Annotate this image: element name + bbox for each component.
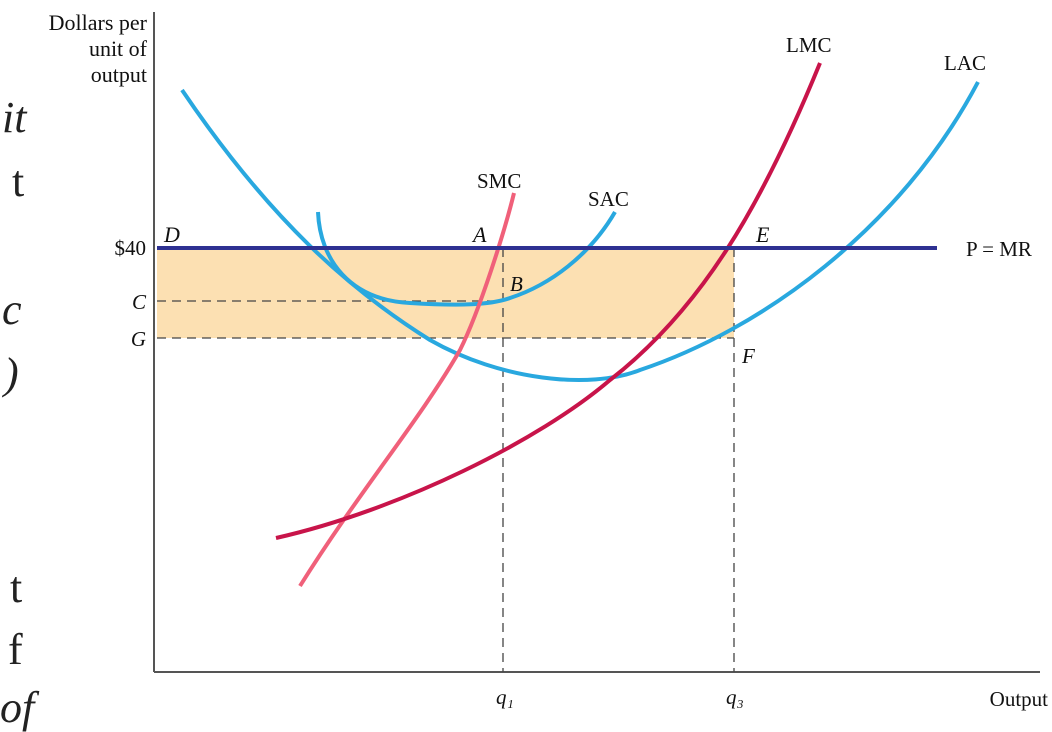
tick-label-g: G: [131, 327, 146, 351]
diagram-stage: it t c ) t f of Dollars per unit of outp…: [0, 10, 1049, 730]
smc-curve: [298, 192, 516, 588]
cost-curves-diagram: $40 C G D A E B F SMC SAC LMC LAC P = MR…: [115, 12, 1049, 711]
slide-fragment-5: t: [10, 563, 23, 612]
tick-label-c: C: [132, 290, 147, 314]
y-axis-label-line: Dollars per: [48, 10, 147, 35]
y-axis-label-line: unit of: [88, 35, 147, 61]
sac-curve: [316, 210, 617, 307]
y-axis-label-line: output: [90, 61, 147, 87]
curve-label-sac: SAC: [588, 187, 629, 211]
curve-label-smc: SMC: [477, 169, 521, 193]
lmc-curve: [275, 62, 822, 540]
point-label-b: B: [510, 272, 523, 296]
price-line-label: P = MR: [966, 237, 1032, 261]
y-axis-label: Dollars per unit of output: [49, 10, 147, 88]
curve-label-lmc: LMC: [786, 33, 832, 57]
slide-fragment-1: it: [2, 93, 27, 142]
slide-fragment-6: f: [8, 625, 23, 674]
price-label: $40: [115, 236, 147, 260]
point-label-a: A: [471, 222, 487, 247]
lac-curve: [180, 81, 980, 382]
slide-fragment-2: t: [12, 157, 25, 206]
slide-fragment-4: ): [4, 349, 19, 398]
profit-area: [157, 248, 734, 338]
slide-fragment-3: c: [2, 285, 22, 334]
point-label-f: F: [741, 344, 755, 368]
curve-label-lac: LAC: [944, 51, 986, 75]
x-axis-label: Output: [990, 687, 1049, 711]
tick-label-q1: q₁: [496, 685, 514, 709]
point-label-d: D: [163, 222, 180, 247]
tick-label-q3: q₃: [726, 685, 744, 709]
point-label-e: E: [755, 222, 770, 247]
